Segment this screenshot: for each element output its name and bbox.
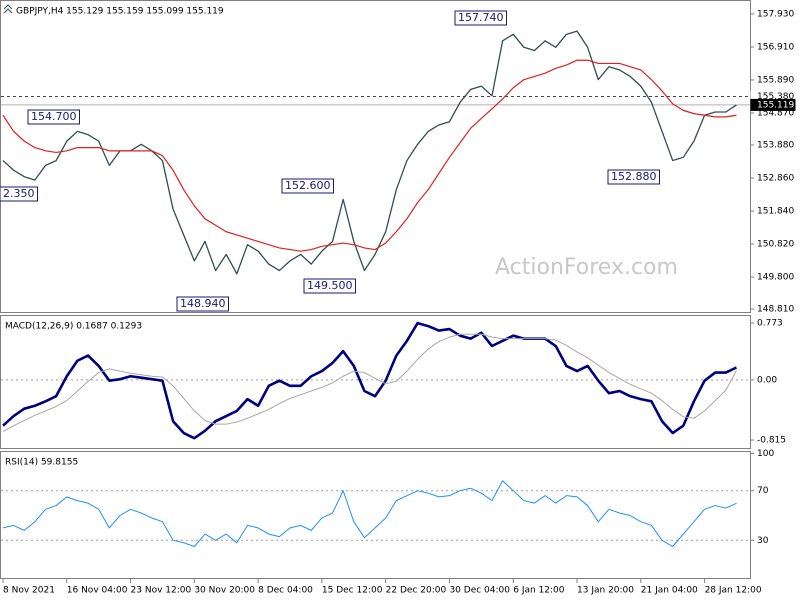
panel-title: MACD(12,26,9) 0.1687 0.1293 — [5, 322, 142, 332]
annotation-box — [281, 178, 334, 194]
y-tick-label: 30 — [757, 536, 769, 546]
annotation-label: 152.880 — [611, 170, 657, 183]
x-tick-label: 22 Dec 20:00 — [386, 586, 447, 596]
panel-title: RSI(14) 59.8155 — [5, 458, 78, 468]
annotation-box — [607, 169, 660, 185]
x-tick-label: 8 Dec 04:00 — [258, 586, 313, 596]
price-line-box — [750, 98, 796, 111]
x-tick-label: 6 Jan 12:00 — [513, 586, 565, 596]
annotation-label: 149.500 — [307, 279, 353, 292]
y-tick-label: 0.00 — [757, 375, 777, 385]
annotation-box — [454, 10, 507, 26]
x-tick-label: 15 Dec 12:00 — [322, 586, 383, 596]
annotation-box — [303, 278, 356, 294]
x-tick-label: 23 Nov 12:00 — [131, 586, 192, 596]
y-tick-label: 155.890 — [757, 75, 794, 85]
panel-title: GBPJPY,H4 155.129 155.159 155.099 155.11… — [16, 7, 224, 17]
annotation-box — [176, 296, 229, 312]
annotation-label: 154.700 — [31, 110, 77, 123]
annotation-label: 2.350 — [3, 187, 35, 200]
price-line-label: 155.380 — [757, 92, 794, 102]
price-panel — [0, 0, 751, 313]
x-tick-label: 28 Jan 12:00 — [705, 586, 762, 596]
series-line — [2, 59, 737, 252]
x-tick-label: 30 Dec 04:00 — [449, 586, 510, 596]
y-tick-label: 156.910 — [757, 42, 794, 52]
y-tick-label: 151.840 — [757, 207, 794, 217]
y-tick-label: 157.930 — [757, 9, 794, 19]
x-tick-label: 30 Nov 20:00 — [194, 586, 255, 596]
series-line — [2, 333, 737, 432]
rsi-panel — [0, 451, 751, 579]
y-tick-label: 70 — [757, 486, 769, 496]
annotation-label: 157.740 — [458, 11, 504, 24]
series-line — [2, 480, 737, 547]
x-tick-label: 16 Nov 04:00 — [67, 586, 128, 596]
price-line-label: 155.119 — [757, 100, 794, 110]
y-tick-label: 100 — [757, 449, 774, 459]
watermark: ActionForex.com — [495, 255, 678, 280]
series-line — [2, 321, 738, 440]
y-tick-label: 152.860 — [757, 174, 794, 184]
y-tick-label: 148.810 — [757, 305, 794, 315]
y-tick-label: 153.880 — [757, 141, 794, 151]
y-tick-label: 0.773 — [757, 318, 783, 328]
macd-panel — [0, 315, 751, 449]
annotation-box — [0, 186, 38, 202]
y-tick-label: 154.870 — [757, 108, 794, 118]
y-tick-label: 149.800 — [757, 273, 794, 283]
x-tick-label: 13 Jan 20:00 — [577, 586, 634, 596]
y-tick-label: 150.820 — [757, 240, 794, 250]
x-tick-label: 21 Jan 04:00 — [641, 586, 698, 596]
x-tick-label: 8 Nov 2021 — [3, 586, 55, 596]
y-tick-label: -0.815 — [757, 436, 786, 446]
symbol-icon — [3, 4, 13, 14]
annotation-box — [27, 109, 80, 125]
annotation-label: 152.600 — [285, 179, 331, 192]
annotation-label: 148.940 — [180, 297, 226, 310]
